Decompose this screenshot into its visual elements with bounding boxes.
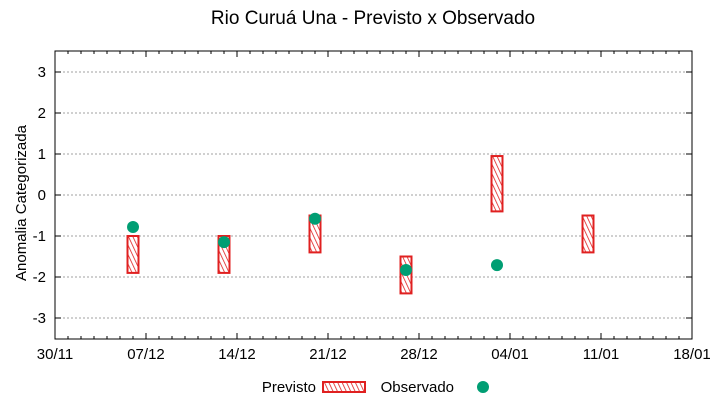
x-tick-label: 30/11 bbox=[37, 346, 73, 363]
observado-point bbox=[218, 236, 230, 249]
x-tick-label: 07/12 bbox=[127, 346, 165, 363]
grid-lines bbox=[55, 71, 692, 319]
x-tick-label: 21/12 bbox=[309, 346, 347, 363]
previsto-bar bbox=[217, 235, 231, 274]
legend-observado-label: Observado bbox=[381, 379, 454, 396]
y-tick-label: -2 bbox=[33, 269, 46, 286]
y-tick-label: -1 bbox=[33, 228, 46, 245]
y-axis-label: Anomalia Categorizada bbox=[13, 124, 30, 281]
x-axis-ticks: 30/11 07/12 14/12 21/12 28/12 04/01 11/01 18/01 bbox=[37, 51, 711, 363]
plot-frame bbox=[54, 50, 693, 340]
observado-point bbox=[491, 259, 503, 272]
x-tick-label: 14/12 bbox=[218, 346, 256, 363]
legend-previsto-swatch bbox=[322, 381, 366, 393]
observado-point bbox=[309, 212, 321, 225]
previsto-series bbox=[126, 155, 595, 295]
observado-series bbox=[127, 212, 503, 277]
y-axis-ticks: -3 -2 -1 0 1 2 3 bbox=[33, 64, 692, 327]
legend-observado-marker bbox=[477, 381, 489, 393]
legend-previsto-label: Previsto bbox=[262, 379, 316, 396]
x-tick-label: 28/12 bbox=[400, 346, 438, 363]
legend: Previsto Observado bbox=[262, 379, 489, 396]
y-tick-label: 0 bbox=[38, 187, 46, 204]
previsto-bar bbox=[581, 214, 595, 254]
x-tick-label: 11/01 bbox=[583, 346, 619, 363]
x-tick-label: 04/01 bbox=[491, 346, 529, 363]
y-tick-label: 2 bbox=[38, 105, 46, 122]
observado-point bbox=[127, 220, 139, 233]
y-tick-label: 1 bbox=[38, 146, 46, 163]
y-tick-label: -3 bbox=[33, 310, 46, 327]
y-tick-label: 3 bbox=[38, 64, 46, 81]
observado-point bbox=[400, 264, 412, 277]
previsto-bar bbox=[490, 155, 504, 213]
chart-title: Rio Curuá Una - Previsto x Observado bbox=[210, 8, 536, 29]
previsto-bar bbox=[126, 235, 140, 274]
x-tick-label: 18/01 bbox=[673, 346, 711, 363]
